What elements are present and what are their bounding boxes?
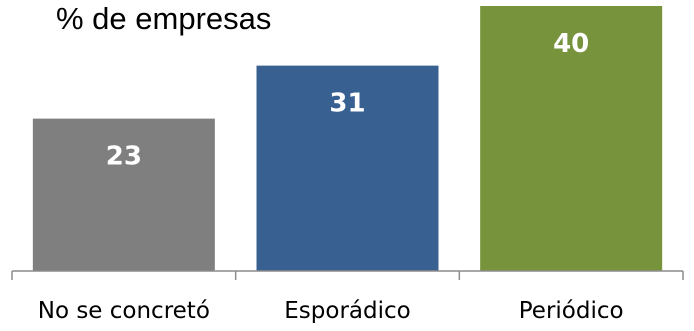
value-labels-group: 23 31 40: [106, 29, 590, 172]
chart-unit-label: % de empresas: [56, 1, 271, 36]
category-label-2: Periódico: [519, 298, 624, 324]
category-label-0: No se concretó: [38, 298, 210, 324]
bar-value-label-1: 31: [329, 89, 365, 119]
category-label-1: Esporádico: [284, 298, 410, 324]
bar-0: [32, 118, 215, 271]
bar-1: [256, 65, 439, 271]
bar-2: [480, 6, 663, 271]
bar-value-label-2: 40: [553, 29, 589, 59]
category-labels-group: No se concretó Esporádico Periódico: [38, 298, 624, 324]
bar-value-label-0: 23: [106, 142, 142, 172]
x-axis: [11, 270, 684, 280]
bars-group: [32, 6, 663, 271]
